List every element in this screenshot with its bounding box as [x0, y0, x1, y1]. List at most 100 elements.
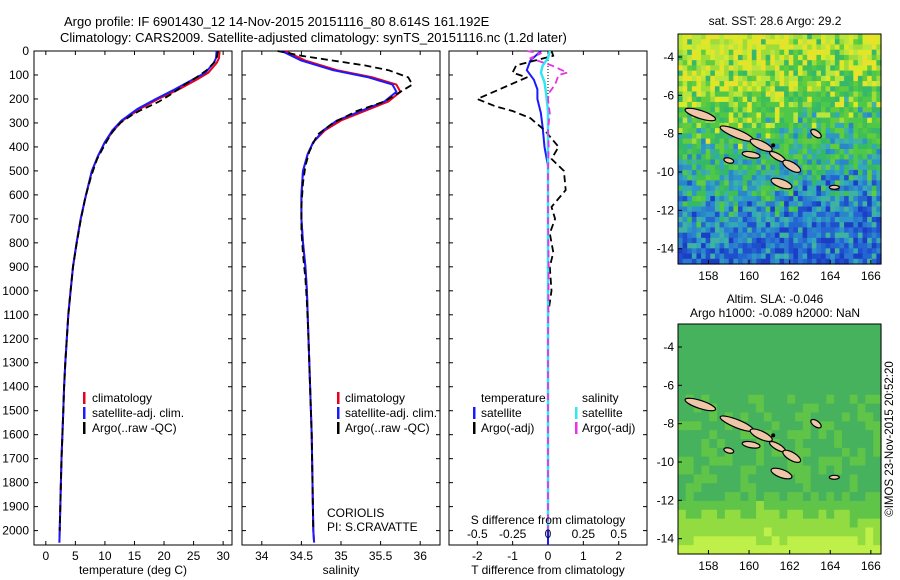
heatmap-cell	[830, 196, 836, 202]
heatmap-cell	[733, 101, 739, 108]
heatmap-cell	[802, 394, 812, 405]
heatmap-cell	[687, 190, 693, 197]
heatmap-cell	[691, 138, 698, 145]
heatmap-cell	[865, 500, 874, 511]
heatmap-cell	[733, 190, 739, 197]
map-y-tick-label: -14	[657, 532, 675, 546]
heatmap-cell	[849, 359, 859, 369]
heatmap-cell	[742, 65, 748, 72]
heatmap-cell	[839, 216, 845, 223]
heatmap-cell	[774, 133, 781, 140]
heatmap-cell	[788, 60, 794, 66]
heatmap-cell	[779, 430, 788, 440]
heatmap-cell	[816, 164, 822, 171]
heatmap-cell	[748, 536, 757, 546]
heatmap-cell	[834, 447, 843, 458]
heatmap-cell	[717, 385, 726, 396]
heatmap-cell	[728, 206, 734, 213]
heatmap-cell	[821, 81, 827, 87]
heatmap-cell	[682, 211, 688, 218]
heatmap-cell	[802, 128, 808, 134]
heatmap-cell	[678, 385, 687, 396]
heatmap-cell	[747, 34, 753, 40]
heatmap-cell	[802, 211, 808, 218]
heatmap-cell	[862, 65, 868, 72]
heatmap-cell	[810, 359, 820, 369]
heatmap-cell	[830, 44, 836, 51]
map-x-tick-label: 166	[861, 559, 881, 573]
heatmap-cell	[857, 465, 866, 475]
heatmap-cell	[865, 341, 874, 352]
heatmap-cell	[825, 122, 831, 129]
heatmap-cell	[714, 91, 721, 98]
heatmap-cell	[761, 44, 767, 51]
heatmap-cell	[765, 196, 771, 202]
heatmap-cell	[774, 81, 781, 87]
heatmap-cell	[747, 216, 753, 223]
heatmap-cell	[825, 253, 831, 260]
heatmap-cell	[816, 86, 822, 93]
heatmap-cell	[765, 81, 771, 87]
heatmap-cell	[862, 222, 868, 229]
heatmap-cell	[826, 359, 835, 369]
heatmap-cell	[857, 509, 866, 520]
series-line-argo-raw-qc	[277, 50, 414, 531]
heatmap-cell	[678, 465, 687, 475]
heatmap-cell	[797, 227, 804, 234]
heatmap-cell	[849, 332, 859, 343]
heatmap-cell	[802, 175, 808, 181]
heatmap-cell	[747, 159, 753, 166]
heatmap-cell	[701, 377, 710, 387]
heatmap-cell	[818, 359, 827, 369]
heatmap-cell	[830, 96, 836, 103]
heatmap-cell	[705, 54, 711, 61]
heatmap-cell	[761, 65, 767, 72]
heatmap-cell	[742, 196, 748, 202]
heatmap-cell	[857, 527, 866, 537]
heatmap-cell	[811, 107, 818, 114]
heatmap-cell	[732, 430, 742, 440]
heatmap-cell	[756, 227, 762, 234]
heatmap-cell	[811, 206, 818, 213]
heatmap-cell	[839, 169, 845, 176]
map-x-tick-label: 162	[780, 559, 800, 573]
heatmap-cell	[719, 133, 725, 140]
heatmap-cell	[714, 154, 721, 161]
x-tick-label: -2	[472, 549, 483, 563]
heatmap-cell	[732, 385, 742, 396]
heatmap-cell	[691, 117, 698, 124]
heatmap-cell	[811, 211, 818, 218]
heatmap-cell	[701, 237, 707, 244]
heatmap-cell	[844, 216, 850, 223]
heatmap-cell	[678, 222, 684, 229]
heatmap-cell	[865, 430, 874, 440]
heatmap-cell	[867, 206, 873, 213]
heatmap-cell	[849, 421, 859, 431]
heatmap-cell	[797, 54, 804, 61]
heatmap-cell	[834, 377, 843, 387]
heatmap-cell	[701, 75, 707, 82]
heatmap-cell	[849, 518, 859, 529]
heatmap-cell	[728, 91, 734, 98]
heatmap-cell	[848, 101, 854, 108]
heatmap-cell	[857, 128, 864, 134]
heatmap-cell	[857, 70, 864, 77]
heatmap-cell	[825, 164, 831, 171]
heatmap-cell	[761, 237, 767, 244]
heatmap-cell	[862, 49, 868, 56]
heatmap-cell	[830, 60, 836, 66]
heatmap-cell	[873, 368, 882, 378]
island	[828, 184, 840, 190]
heatmap-cell	[724, 91, 730, 98]
heatmap-cell	[779, 474, 788, 484]
heatmap-cell	[871, 44, 877, 51]
heatmap-cell	[876, 117, 882, 124]
heatmap-cell	[784, 232, 790, 239]
heatmap-cell	[797, 81, 804, 87]
heatmap-cell	[825, 222, 831, 229]
heatmap-cell	[788, 222, 794, 229]
heatmap-cell	[797, 216, 804, 223]
heatmap-cell	[771, 509, 781, 520]
legend-label-satellite: satellite-adj. clim.	[345, 406, 437, 420]
heatmap-cell	[717, 332, 726, 343]
